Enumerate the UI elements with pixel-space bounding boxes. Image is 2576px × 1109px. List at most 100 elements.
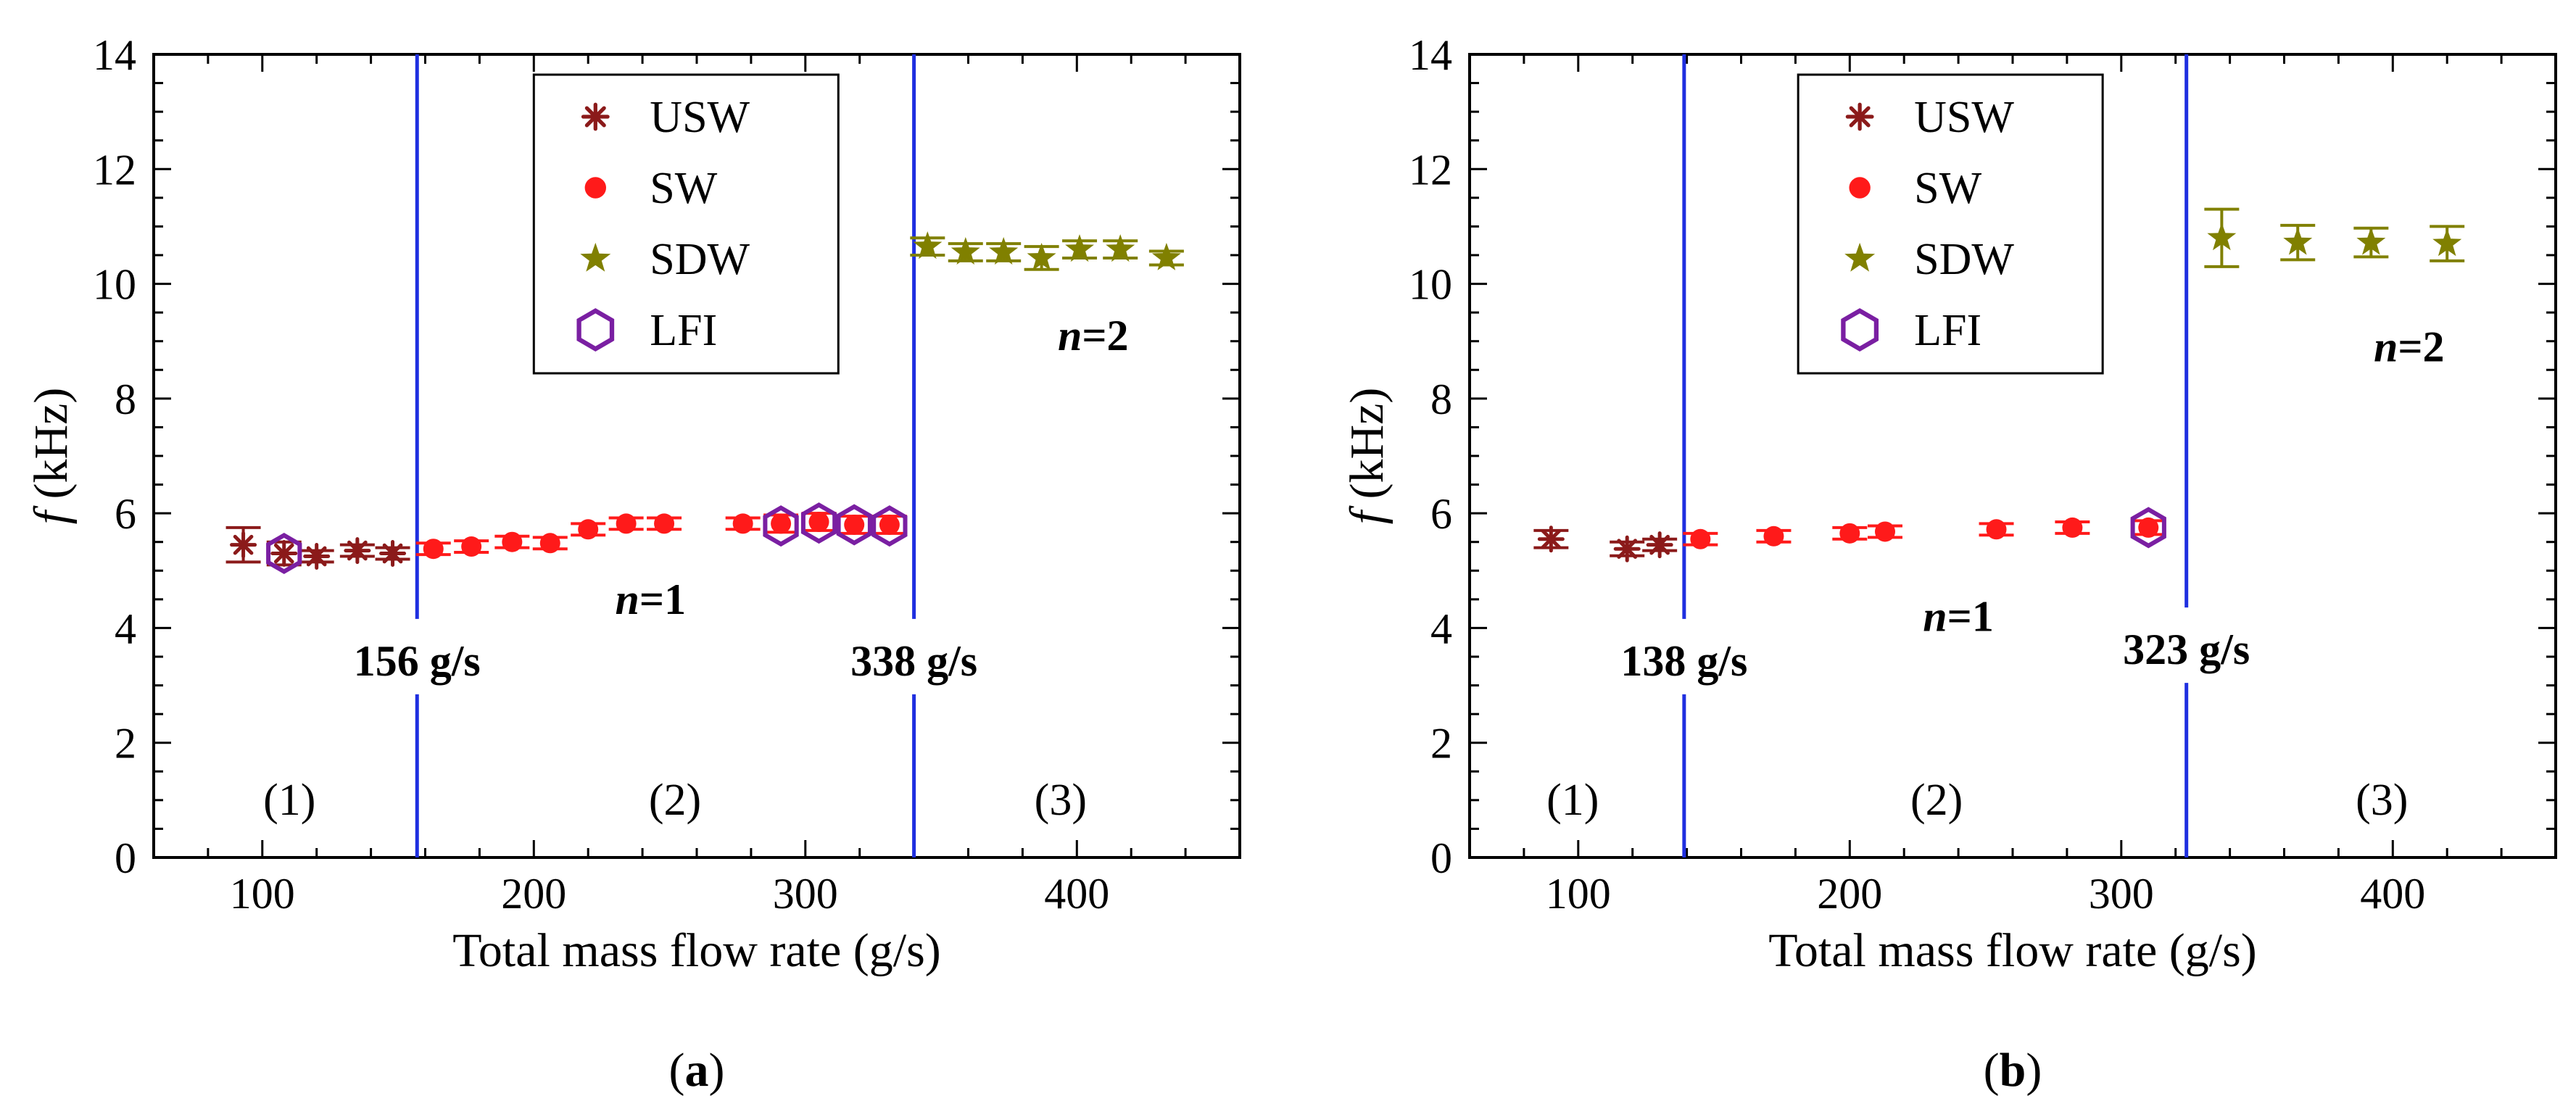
x-tick-label: 300 <box>773 870 838 918</box>
region-label: (2) <box>649 776 701 825</box>
point-sw <box>578 519 599 540</box>
point-lfi <box>266 533 302 574</box>
y-tick-label: 8 <box>1430 375 1452 423</box>
point-sdw <box>2432 228 2462 257</box>
y-axis-label: f (kHz) <box>25 388 78 525</box>
point-usw <box>379 540 407 568</box>
legend-entry: SW <box>650 164 717 213</box>
panel-label-paren: ( <box>1984 1044 2000 1097</box>
point-sw <box>732 513 753 534</box>
legend-box <box>532 73 840 375</box>
point-sdw <box>2356 227 2386 255</box>
point-sw <box>461 536 482 557</box>
x-tick-label: 400 <box>1044 870 1109 918</box>
region-label: (3) <box>1035 776 1087 825</box>
boundary-label: 156 g/s <box>354 637 481 685</box>
point-sdw <box>2207 223 2237 251</box>
point-usw-stroke <box>347 540 368 561</box>
y-axis-label-unit: (kHz) <box>25 388 78 511</box>
y-tick-label: 6 <box>115 490 136 538</box>
point-usw <box>1537 526 1565 553</box>
x-tick-label: 400 <box>2360 870 2425 918</box>
point-usw-stroke <box>382 543 403 564</box>
legend-marker-usw <box>1845 102 1874 131</box>
legend-marker-usw-stroke <box>1849 106 1871 128</box>
point-sw <box>1986 519 2007 540</box>
legend-marker-sdw <box>580 242 611 272</box>
point-usw <box>270 540 298 568</box>
point-sw <box>808 512 829 533</box>
point-sw <box>654 513 675 534</box>
mode-label-value: =2 <box>1082 312 1128 360</box>
point-usw <box>1646 531 1673 559</box>
point-usw-stroke <box>306 546 327 567</box>
point-sw <box>616 513 637 534</box>
panel-label-paren: ) <box>709 1044 725 1097</box>
mode-label: n=1 <box>1923 593 1994 641</box>
point-sw <box>2062 517 2083 538</box>
point-sdw <box>951 237 980 265</box>
point-usw <box>303 543 331 570</box>
legend-box <box>1797 73 2104 375</box>
mode-label-value: =1 <box>1947 593 1994 641</box>
x-tick-label: 200 <box>1817 870 1882 918</box>
point-usw <box>344 537 371 565</box>
boundary-label: 323 g/s <box>2123 626 2250 673</box>
panel-label-paren: ) <box>2026 1044 2042 1097</box>
point-lfi <box>800 502 837 544</box>
point-usw <box>230 531 257 559</box>
panel-label-letter: b <box>2000 1044 2026 1097</box>
y-tick-label: 8 <box>115 375 136 423</box>
point-sw <box>879 514 900 535</box>
point-sdw <box>1106 234 1135 262</box>
point-lfi <box>2130 507 2166 549</box>
y-tick-label: 10 <box>1409 261 1452 309</box>
point-sw <box>844 514 865 535</box>
legend-entry: LFI <box>650 306 717 355</box>
panel-label-paren: ( <box>669 1044 685 1097</box>
point-sw <box>539 533 560 554</box>
legend-entry: SW <box>1914 164 1981 213</box>
point-usw-stroke <box>1541 528 1562 549</box>
legend-entry: SDW <box>1914 235 2014 284</box>
point-usw <box>1613 535 1641 562</box>
mode-label-symbol: n <box>1923 593 1947 641</box>
panel-label-letter: a <box>685 1044 709 1097</box>
y-tick-label: 10 <box>93 261 136 309</box>
legend-marker-lfi <box>1841 308 1879 352</box>
point-sw <box>1690 528 1711 549</box>
point-lfi <box>836 504 872 546</box>
x-tick-label: 100 <box>1546 870 1611 918</box>
point-usw-stroke <box>1649 534 1670 555</box>
legend-marker-sdw <box>1844 242 1876 272</box>
y-tick-label: 12 <box>93 146 136 194</box>
y-tick-label: 14 <box>1409 31 1452 79</box>
y-tick-label: 2 <box>115 720 136 768</box>
x-tick-label: 300 <box>2089 870 2154 918</box>
y-axis-label-unit: (kHz) <box>1341 388 1393 511</box>
point-lfi <box>871 505 908 547</box>
legend-entry: LFI <box>1914 306 1981 355</box>
y-axis-label: f (kHz) <box>1341 388 1393 525</box>
point-usw-stroke <box>1617 539 1638 560</box>
point-sdw <box>1065 234 1094 262</box>
legend-marker-lfi <box>576 308 615 352</box>
y-tick-label: 14 <box>93 31 136 79</box>
mode-label-value: =2 <box>2398 323 2444 371</box>
point-sdw <box>1027 243 1056 270</box>
legend-entry: USW <box>650 93 750 142</box>
boundary-label: 338 g/s <box>850 637 977 685</box>
point-usw-stroke <box>273 543 294 564</box>
y-tick-label: 4 <box>1430 605 1452 652</box>
mode-label-value: =1 <box>639 576 686 623</box>
point-sdw <box>2283 227 2313 255</box>
x-tick-label: 200 <box>501 870 566 918</box>
mode-label-symbol: n <box>2374 323 2398 371</box>
region-label: (3) <box>2356 776 2408 825</box>
region-label: (1) <box>263 776 315 825</box>
legend-marker-usw <box>581 102 610 131</box>
mode-label: n=2 <box>1058 312 1129 360</box>
mode-label: n=1 <box>616 576 687 623</box>
legend-marker-usw-stroke <box>584 106 606 128</box>
